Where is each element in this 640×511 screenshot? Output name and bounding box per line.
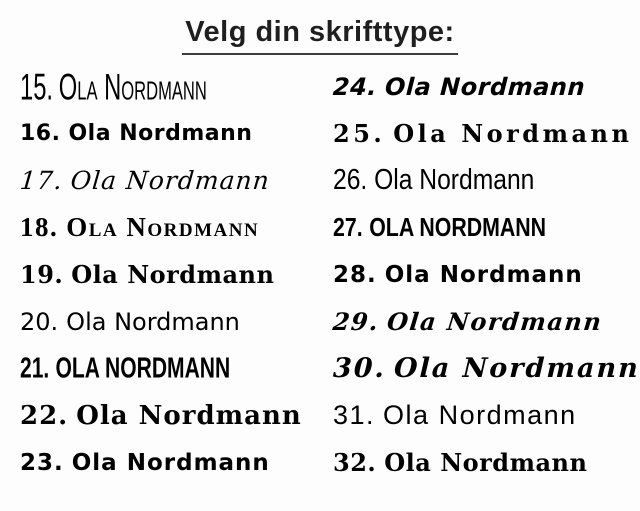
font-sample-text: Ola Nordmann xyxy=(66,307,240,336)
font-option-18: 18. Ola Nordmann xyxy=(20,204,320,251)
font-sample-text: Ola Nordmann xyxy=(384,448,588,477)
font-sample-text: Ola Nordmann xyxy=(71,260,275,289)
font-option-30: 30. Ola Nordmann xyxy=(332,345,640,392)
font-sample-text: Ola Nordmann xyxy=(55,352,231,384)
font-option-26: 26. Ola Nordmann xyxy=(333,157,594,204)
font-option-29: 29. Ola Nordmann xyxy=(331,298,640,345)
font-number: 29. xyxy=(331,307,381,336)
font-list: 15. Ola Nordmann 16. Ola Nordmann 17. Ol… xyxy=(0,63,640,486)
font-sample-text: Ola Nordmann xyxy=(71,449,270,476)
font-sample-text: Ola Nordmann xyxy=(68,121,253,146)
font-sample-text: Ola Nordmann xyxy=(69,166,272,195)
font-number: 17. xyxy=(18,166,65,195)
font-number: 26. xyxy=(333,164,368,196)
font-sample-text: Ola Nordmann xyxy=(66,212,260,242)
font-option-28: 28. Ola Nordmann xyxy=(333,251,640,298)
font-number: 23. xyxy=(20,449,64,476)
font-sample-text: Ola Nordmann xyxy=(393,119,633,148)
font-option-19: 19. Ola Nordmann xyxy=(20,251,320,298)
font-list-column-right: 24. Ola Nordmann 25. Ola Nordmann 26. Ol… xyxy=(320,63,640,486)
font-number: 19. xyxy=(20,260,64,289)
font-number: 31. xyxy=(333,400,376,430)
font-option-25: 25. Ola Nordmann xyxy=(333,110,640,157)
font-option-27: 27. Ola Nordmann xyxy=(333,204,585,251)
font-number: 20. xyxy=(20,307,59,336)
font-number: 24. xyxy=(332,72,378,101)
font-number: 15. xyxy=(20,65,54,107)
font-option-31: 31. Ola Nordmann xyxy=(333,392,640,439)
font-sample-text: Ola Nordmann xyxy=(76,400,302,431)
font-sample-text: Ola Nordmann xyxy=(384,72,586,101)
font-option-15: 15. Ola Nordmann xyxy=(20,60,236,113)
font-number: 16. xyxy=(20,121,61,146)
font-sample-text: Ola Nordmann xyxy=(393,353,640,384)
page-title: Velg din skrifttype: xyxy=(182,15,458,55)
font-option-24: 24. Ola Nordmann xyxy=(332,63,640,110)
font-option-20: 20. Ola Nordmann xyxy=(20,298,320,345)
font-number: 27. xyxy=(333,212,363,242)
font-number: 32. xyxy=(333,448,377,477)
font-number: 22. xyxy=(20,400,69,431)
font-number: 18. xyxy=(20,212,59,242)
font-number: 28. xyxy=(333,261,377,288)
font-sample-text: Ola Nordmann xyxy=(58,65,207,107)
font-option-22: 22. Ola Nordmann xyxy=(20,392,320,439)
font-option-21: 21. Ola Nordmann xyxy=(20,344,254,393)
font-sample-text: Ola Nordmann xyxy=(383,400,577,430)
font-option-32: 32. Ola Nordmann xyxy=(333,439,640,486)
font-option-23: 23. Ola Nordmann xyxy=(20,439,320,486)
font-option-17: 17. Ola Nordmann xyxy=(18,157,322,204)
font-sample-text: Ola Nordmann xyxy=(369,212,547,242)
font-list-column-left: 15. Ola Nordmann 16. Ola Nordmann 17. Ol… xyxy=(0,63,320,486)
font-sample-text: Ola Nordmann xyxy=(385,307,604,336)
font-number: 21. xyxy=(20,352,50,384)
font-option-16: 16. Ola Nordmann xyxy=(20,110,320,157)
font-number: 25. xyxy=(333,119,386,148)
font-number: 30. xyxy=(332,353,387,384)
font-sample-text: Ola Nordmann xyxy=(374,164,535,196)
header: Velg din skrifttype: xyxy=(0,0,640,55)
font-sample-text: Ola Nordmann xyxy=(384,261,583,288)
